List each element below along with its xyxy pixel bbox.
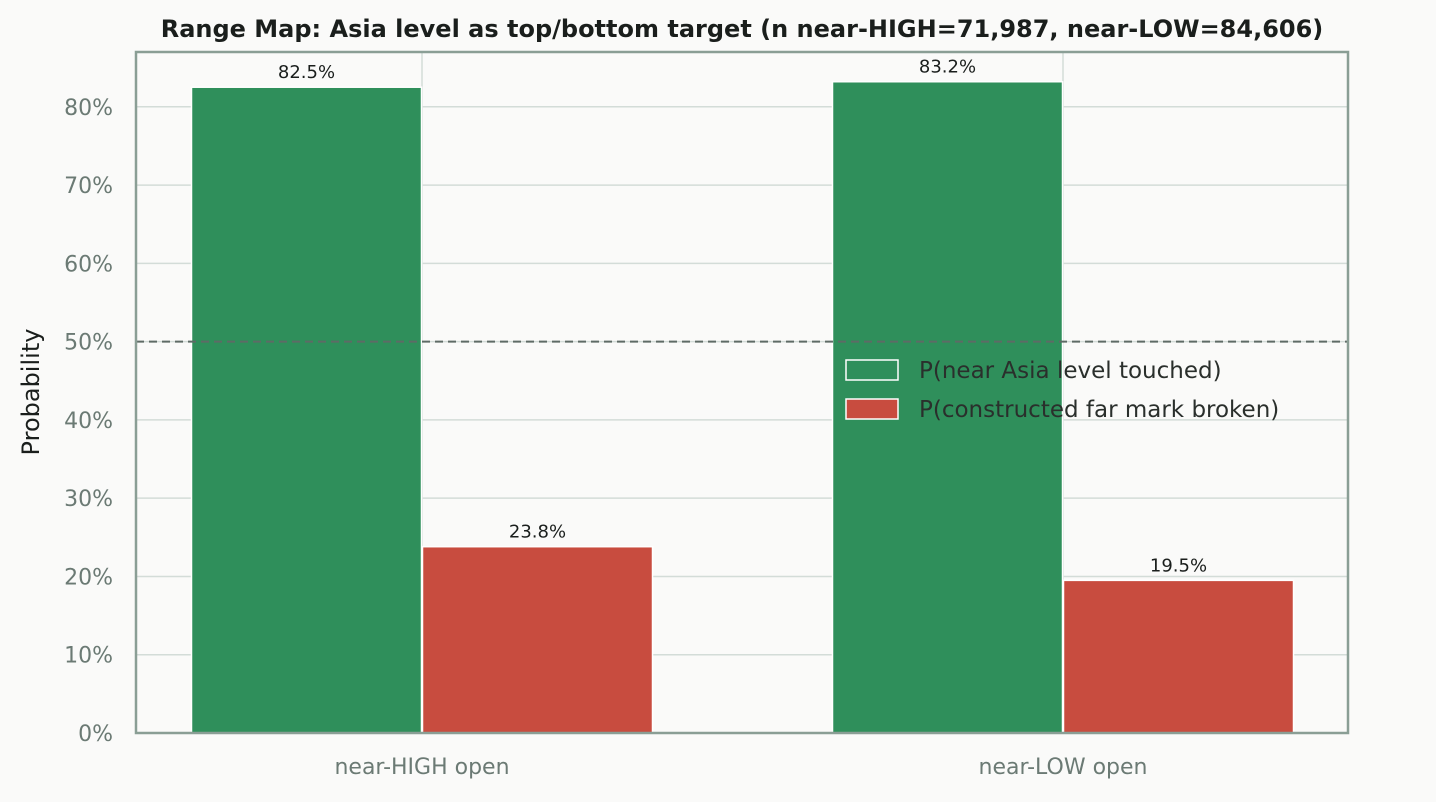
y-tick-label: 50%	[64, 331, 113, 356]
plot-frame	[134, 50, 1350, 735]
y-axis-label: Probability	[17, 329, 45, 456]
chart-title: Range Map: Asia level as top/bottom targ…	[161, 15, 1324, 43]
y-tick-label: 40%	[64, 409, 113, 434]
y-tick-label: 0%	[78, 722, 113, 747]
y-tick-label: 80%	[64, 96, 113, 121]
y-tick-label: 20%	[64, 565, 113, 590]
legend: P(near Asia level touched) P(constructed …	[845, 358, 1279, 423]
bar	[1062, 579, 1295, 734]
bar-value-label: 82.5%	[278, 62, 335, 83]
x-tick-label: near-LOW open	[979, 755, 1148, 780]
x-tick-label: near-HIGH open	[334, 755, 509, 780]
bar	[190, 86, 423, 734]
bar-value-label: 19.5%	[1150, 555, 1207, 576]
x-tick-labels: near-HIGH open near-LOW open	[334, 755, 1147, 780]
legend-label: P(near Asia level touched)	[919, 358, 1222, 384]
y-tick-label: 60%	[64, 252, 113, 277]
y-tick-labels: 0% 10% 20% 30% 40% 50% 60% 70% 80%	[64, 96, 113, 747]
y-tick-label: 30%	[64, 487, 113, 512]
bar-value-label: 23.8%	[509, 522, 566, 543]
y-tick-label: 10%	[64, 644, 113, 669]
bar	[421, 545, 654, 734]
legend-swatch	[845, 359, 899, 381]
legend-label: P(constructed far mark broken)	[919, 397, 1279, 423]
y-tick-label: 70%	[64, 174, 113, 199]
bar-value-label: 83.2%	[919, 57, 976, 78]
bar-value-labels: 82.5% 23.8% 83.2% 19.5%	[278, 57, 1207, 577]
legend-swatch	[845, 398, 899, 420]
